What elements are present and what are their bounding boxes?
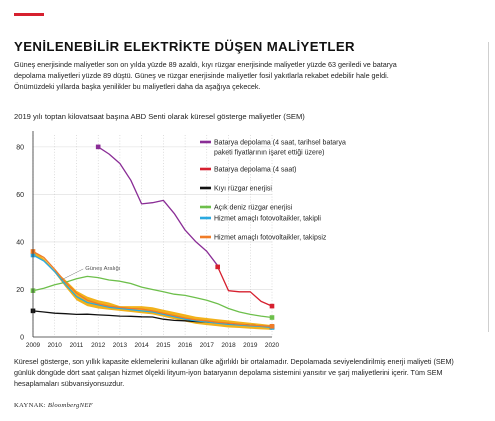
x-tick-label: 2017 <box>200 342 215 349</box>
source-line: KAYNAK: BloombergNEF <box>14 402 93 409</box>
footnote: Küresel gösterge, son yıllık kapasite ek… <box>14 357 454 388</box>
legend-label: Hizmet amaçlı fotovoltaikler, takipli <box>214 215 321 222</box>
series-line-4 <box>32 275 273 319</box>
source-name: BloombergNEF <box>47 402 93 409</box>
series-line-1 <box>97 146 219 267</box>
solar-range-band <box>33 250 272 330</box>
page-title: YENİLENEBİLİR ELEKTRİKTE DÜŞEN MALİYETLE… <box>14 39 355 54</box>
legend: Batarya depolama (4 saat, tarihsel batar… <box>200 139 346 241</box>
x-tick-label: 2019 <box>243 342 258 349</box>
x-tick-label: 2015 <box>156 342 171 349</box>
series-line-6 <box>32 250 273 327</box>
right-divider <box>488 42 489 332</box>
y-tick-label: 40 <box>16 240 24 247</box>
series-line-2 <box>217 266 273 307</box>
source-label: KAYNAK: <box>14 402 46 409</box>
series-marker-2 <box>215 264 220 270</box>
legend-label-line: Batarya depolama (4 saat, tarihsel batar… <box>214 139 346 146</box>
x-tick-label: 2011 <box>70 342 84 349</box>
legend-label-line: paketi fiyatlarının işaret ettiği üzere) <box>214 149 325 156</box>
y-tick-label: 60 <box>16 192 24 199</box>
series-marker-4 <box>269 315 275 320</box>
series-lines <box>30 144 275 330</box>
y-tick-label: 0 <box>20 335 24 342</box>
accent-bar <box>14 13 44 16</box>
series-marker-1 <box>95 144 101 150</box>
legend-label: Hizmet amaçlı fotovoltaikler, takipsiz <box>214 234 327 241</box>
intro-paragraph: Güneş enerjisinde maliyetler son on yıld… <box>14 60 397 91</box>
solar-range-area <box>33 250 272 330</box>
x-tick-label: 2012 <box>91 342 106 349</box>
x-tick-label: 2013 <box>113 342 128 349</box>
chart-subtitle: 2019 yılı toptan kilovatsaat başına ABD … <box>14 112 305 121</box>
x-tick-label: 2018 <box>221 342 236 349</box>
x-tick-label: 2020 <box>265 342 280 349</box>
cost-line-chart: 0 20 40 60 80 2009 2010 2011 2012 2013 2014 2015 201… <box>16 131 346 349</box>
legend-label: Açık deniz rüzgar enerjisi <box>214 204 293 211</box>
legend-label: Batarya depolama (4 saat) <box>214 166 297 173</box>
series-marker-6 <box>269 324 275 329</box>
legend-label: Batarya depolama (4 saat, tarihsel batar… <box>214 139 346 156</box>
x-tick-label: 2016 <box>178 342 193 349</box>
x-tick-label: 2010 <box>48 342 63 349</box>
y-tick-label: 20 <box>16 287 24 294</box>
y-tick-label: 80 <box>16 144 24 151</box>
axes: 0 20 40 60 80 2009 2010 2011 2012 2013 2014 2015 201… <box>16 131 280 349</box>
legend-label: Kıyı rüzgar enerjisi <box>214 185 272 192</box>
band-leader-line <box>61 268 84 281</box>
series-line-5 <box>32 254 273 329</box>
band-annotation: Güneş Aralığı <box>85 266 121 272</box>
x-tick-label: 2014 <box>135 342 150 349</box>
series-marker-2 <box>269 303 275 309</box>
annotations: Güneş Aralığı <box>61 266 121 281</box>
x-tick-label: 2009 <box>26 342 41 349</box>
